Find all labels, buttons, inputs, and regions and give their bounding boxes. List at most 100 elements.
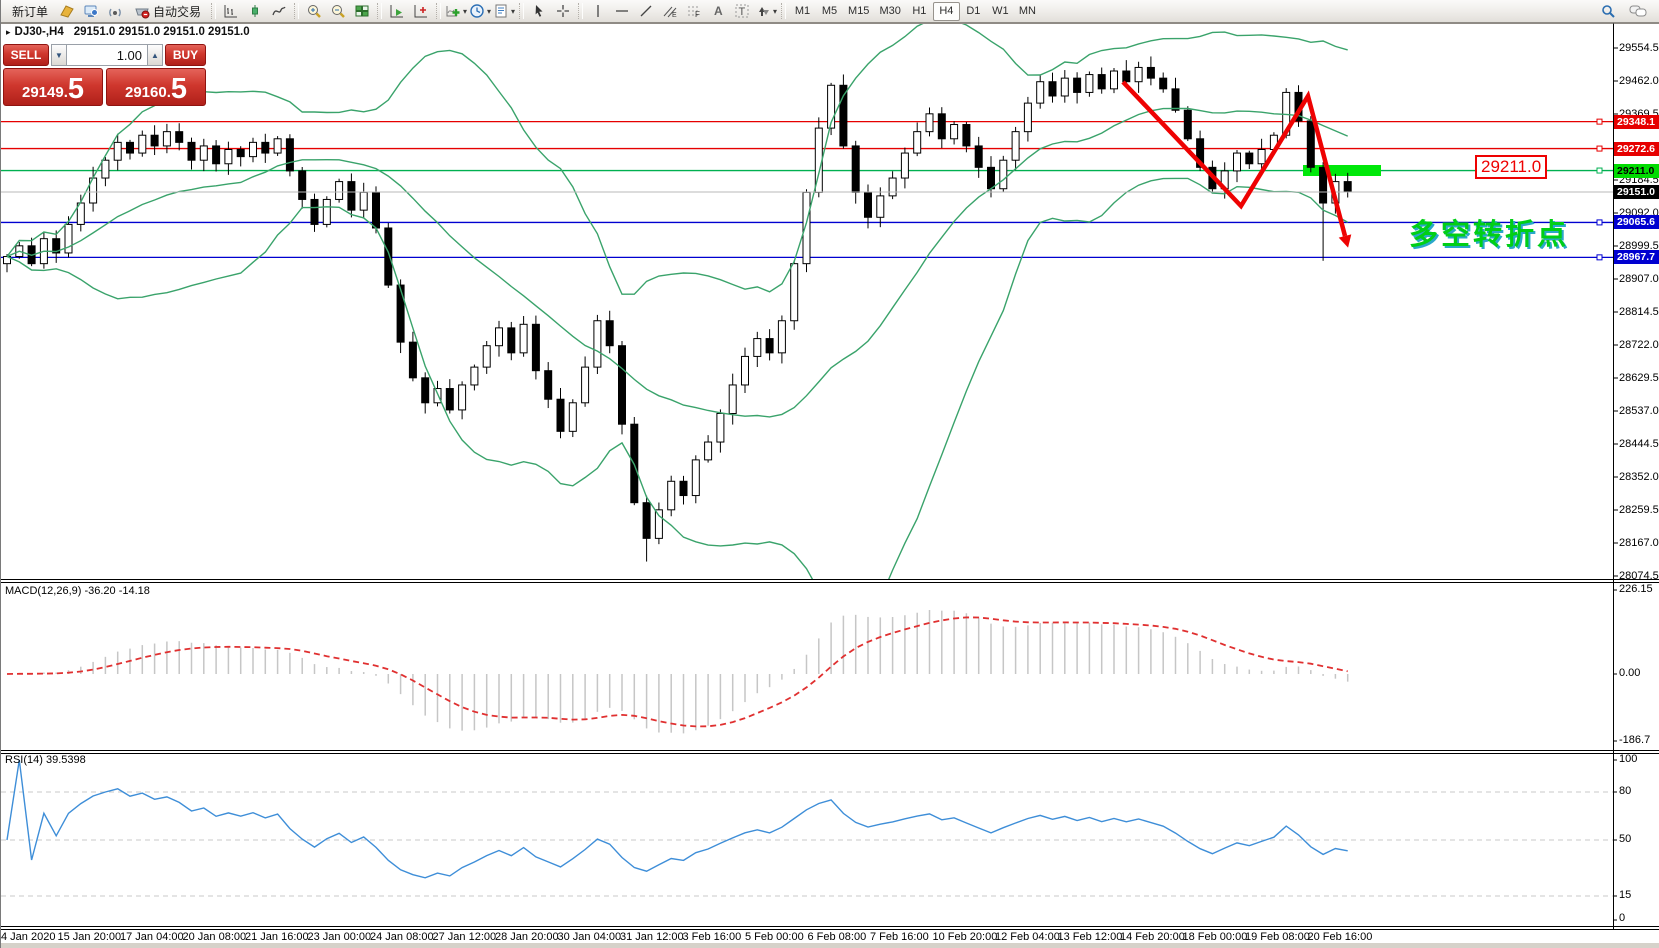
price-axis-tick: 28259.5 [1619,504,1659,516]
timeframe-W1[interactable]: W1 [992,5,1009,17]
price-axis-tick: 28722.0 [1619,339,1659,351]
indicators-icon[interactable]: ▾ [444,1,468,21]
price-level-tag: 29272.6 [1614,141,1659,156]
price-axis-tick: 28814.5 [1619,306,1659,318]
line-chart-icon[interactable] [267,1,291,21]
level-line-handle [1596,167,1603,174]
time-axis-label: 14 Feb 20:00 [1120,931,1185,943]
timeframe-D1[interactable]: D1 [966,5,981,17]
time-axis-label: 28 Jan 20:00 [495,931,559,943]
timeframe-M1[interactable]: M1 [794,5,811,17]
rsi-axis-tick: 0 [1619,912,1626,924]
buy-price-main: 29160 [124,84,167,101]
symbol-period: DJ30-,H4 [14,26,64,38]
timeframe-M5[interactable]: M5 [821,5,838,17]
crosshair-icon[interactable] [551,1,575,21]
timeframe-group: M1 M5 M15 M30 H1 H4 D1 W1 MN [789,1,1041,21]
tile-windows-icon[interactable] [350,1,374,21]
annotation-price-label[interactable]: 29211.0 [1475,155,1548,179]
autotrading-button[interactable]: 自动交易 [127,1,208,21]
fibonacci-icon[interactable]: F [682,1,706,21]
equidistant-channel-icon[interactable]: E [658,1,682,21]
time-axis-label: 27 Jan 12:00 [432,931,497,943]
metaeditor-icon[interactable] [55,1,79,21]
arrows-shapes-icon[interactable]: ▾ [754,1,778,21]
time-axis-label: 31 Jan 12:00 [620,931,684,943]
time-axis-label: 23 Jan 00:00 [307,931,372,943]
chat-icon[interactable] [1626,1,1650,21]
timeframe-H4[interactable]: H4 [932,1,960,21]
time-axis-label: 15 Jan 20:00 [57,931,122,943]
main-chart-pane [1,24,1613,579]
price-axis-tick: 29554.5 [1619,42,1659,54]
auto-scroll-icon[interactable] [385,1,409,21]
rsi-line [6,759,1348,879]
sell-button[interactable]: SELL [3,44,49,66]
candlestick-chart-icon[interactable] [243,1,267,21]
zoom-out-icon[interactable] [326,1,350,21]
time-axis-label: 6 Feb 08:00 [807,931,867,943]
horizontal-line-icon[interactable] [610,1,634,21]
text-label-icon[interactable]: T [730,1,754,21]
one-click-trading-panel: SELL ▼ ▲ BUY 29149.5 29160.5 [3,44,206,106]
macd-signal-line [6,616,1348,728]
bollinger-upper-band [6,24,1348,295]
bid-price-tag: 29151.0 [1614,184,1659,199]
signals-icon[interactable] [103,1,127,21]
time-axis-label: 13 Feb 12:00 [1057,931,1123,943]
time-axis-label: 20 Jan 08:00 [182,931,247,943]
macd-axis-tick: 226.15 [1619,583,1653,595]
chart-shift-icon[interactable] [409,1,433,21]
templates-icon[interactable]: ▾ [492,1,516,21]
sell-price-pip: 5 [67,73,85,106]
level-line-handle [1596,219,1603,226]
volume-increase-button[interactable]: ▲ [147,44,163,66]
symbol-arrow-icon: ▸ [6,26,11,37]
timeframe-M15[interactable]: M15 [848,5,870,17]
rsi-axis-tick: 50 [1619,833,1632,845]
volume-decrease-button[interactable]: ▼ [51,44,67,66]
rsi-pane [1,759,1613,897]
statusbar-strip [1,943,1659,948]
annotation-note-text[interactable]: 多空转折点 [1409,219,1570,251]
price-axis-tick: 28352.0 [1619,471,1659,483]
sell-price[interactable]: 29149. 5 [3,68,103,106]
ohlc-quotes: 29151.0 29151.0 29151.0 29151.0 [73,26,250,38]
svg-text:F: F [695,10,700,19]
time-axis-label: 30 Jan 04:00 [557,931,622,943]
timeframe-MN[interactable]: MN [1018,5,1036,17]
vertical-line-icon[interactable] [586,1,610,21]
macd-axis-tick: 0.00 [1619,667,1641,679]
time-axis-label: 10 Feb 20:00 [932,931,998,943]
time-axis-label: 4 Jan 2020 [1,931,56,943]
chart-frame [1,23,1659,930]
time-axis-label: 3 Feb 16:00 [682,931,742,943]
new-order-button[interactable]: 新订单 [5,1,55,21]
time-axis-label: 20 Feb 16:00 [1307,931,1373,943]
periods-icon[interactable]: ▾ [468,1,492,21]
time-axis-label: 24 Jan 08:00 [370,931,434,943]
price-level-tag: 29348.1 [1614,114,1659,129]
buy-price[interactable]: 29160. 5 [106,68,206,106]
price-level-tag: 29211.0 [1614,163,1659,178]
price-axis-tick: 28074.5 [1619,570,1659,582]
mql5-community-icon[interactable] [79,1,103,21]
search-icon[interactable] [1596,1,1620,21]
macd-label: MACD(12,26,9) -36.20 -14.18 [5,585,150,597]
text-icon[interactable]: A [706,1,730,21]
cursor-icon[interactable] [527,1,551,21]
toolbar: 新订单 自动交易 ▾ [1,0,1659,23]
time-axis-label: 19 Feb 08:00 [1245,931,1310,943]
timeframe-H1[interactable]: H1 [912,5,927,17]
zoom-in-icon[interactable] [302,1,326,21]
price-axis-tick: 28907.0 [1619,273,1659,285]
trendline-icon[interactable] [634,1,658,21]
volume-input[interactable] [67,44,147,66]
buy-button[interactable]: BUY [165,44,206,66]
price-level-tag: 29065.6 [1614,215,1659,230]
svg-text:E: E [672,12,677,19]
timeframe-M30[interactable]: M30 [879,5,901,17]
bar-chart-icon[interactable] [219,1,243,21]
